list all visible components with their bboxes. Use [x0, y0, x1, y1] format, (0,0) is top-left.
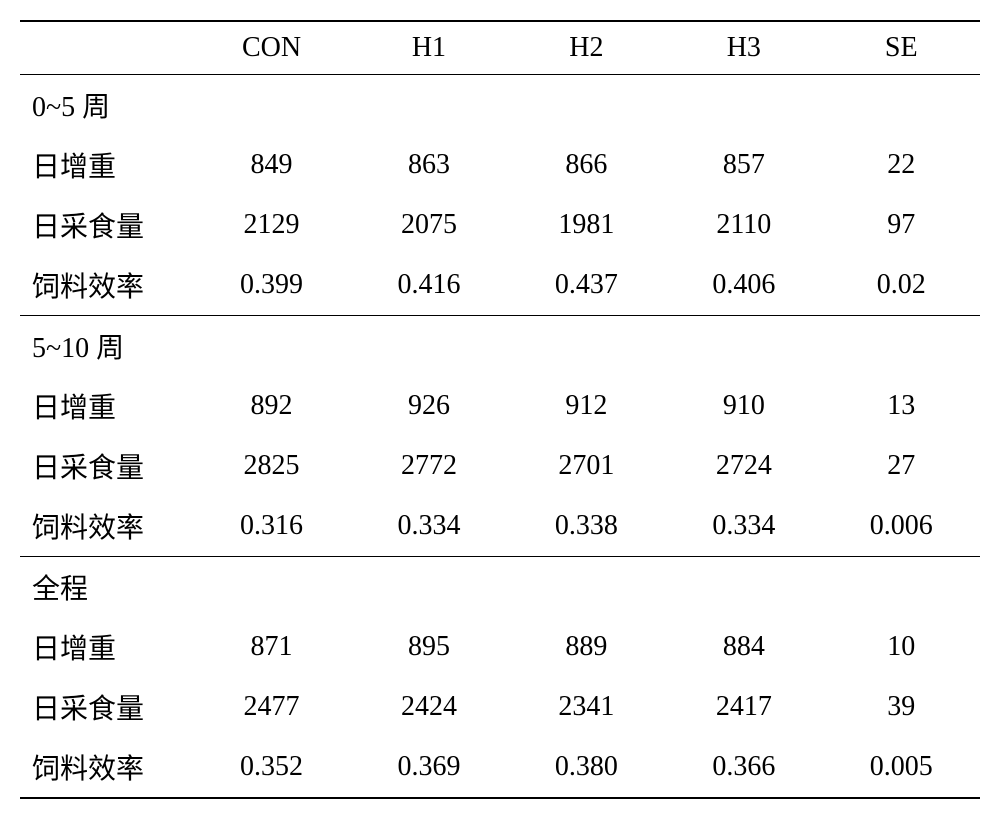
cell: 2075: [350, 195, 507, 255]
cell: 0.399: [193, 255, 350, 316]
header-h1: H1: [350, 21, 507, 75]
table-row: 日增重 892 926 912 910 13: [20, 376, 980, 436]
table-row: 饲料效率 0.399 0.416 0.437 0.406 0.02: [20, 255, 980, 316]
table-row: 日采食量 2825 2772 2701 2724 27: [20, 436, 980, 496]
section-heading-row: 0~5 周: [20, 75, 980, 136]
cell: 13: [823, 376, 980, 436]
row-label: 日采食量: [20, 436, 193, 496]
cell: 2110: [665, 195, 822, 255]
header-se: SE: [823, 21, 980, 75]
cell: 857: [665, 135, 822, 195]
cell: 926: [350, 376, 507, 436]
cell: 2129: [193, 195, 350, 255]
cell: 892: [193, 376, 350, 436]
data-table: CON H1 H2 H3 SE 0~5 周 日增重 849 863 866 85…: [20, 20, 980, 799]
row-label: 日增重: [20, 376, 193, 436]
cell: 2477: [193, 677, 350, 737]
cell: 912: [508, 376, 665, 436]
row-label: 饲料效率: [20, 255, 193, 316]
cell: 889: [508, 617, 665, 677]
cell: 0.02: [823, 255, 980, 316]
cell: 0.316: [193, 496, 350, 557]
cell: 2701: [508, 436, 665, 496]
header-h3: H3: [665, 21, 822, 75]
header-h2: H2: [508, 21, 665, 75]
cell: 22: [823, 135, 980, 195]
table-row: 饲料效率 0.316 0.334 0.338 0.334 0.006: [20, 496, 980, 557]
cell: 0.416: [350, 255, 507, 316]
header-blank: [20, 21, 193, 75]
cell: 2772: [350, 436, 507, 496]
cell: 10: [823, 617, 980, 677]
row-label: 日增重: [20, 617, 193, 677]
section-heading: 全程: [20, 557, 980, 618]
cell: 0.005: [823, 737, 980, 798]
table-row: 日增重 871 895 889 884 10: [20, 617, 980, 677]
cell: 895: [350, 617, 507, 677]
cell: 0.334: [350, 496, 507, 557]
cell: 97: [823, 195, 980, 255]
cell: 2724: [665, 436, 822, 496]
section-heading-row: 全程: [20, 557, 980, 618]
cell: 0.338: [508, 496, 665, 557]
cell: 2417: [665, 677, 822, 737]
table-row: 日增重 849 863 866 857 22: [20, 135, 980, 195]
row-label: 饲料效率: [20, 496, 193, 557]
header-con: CON: [193, 21, 350, 75]
cell: 1981: [508, 195, 665, 255]
table-row: 日采食量 2129 2075 1981 2110 97: [20, 195, 980, 255]
cell: 0.334: [665, 496, 822, 557]
cell: 849: [193, 135, 350, 195]
cell: 0.369: [350, 737, 507, 798]
cell: 910: [665, 376, 822, 436]
row-label: 日采食量: [20, 677, 193, 737]
section-heading: 5~10 周: [20, 316, 980, 377]
section-heading: 0~5 周: [20, 75, 980, 136]
row-label: 饲料效率: [20, 737, 193, 798]
cell: 0.406: [665, 255, 822, 316]
data-table-container: CON H1 H2 H3 SE 0~5 周 日增重 849 863 866 85…: [20, 20, 980, 799]
cell: 0.380: [508, 737, 665, 798]
cell: 871: [193, 617, 350, 677]
row-label: 日采食量: [20, 195, 193, 255]
cell: 39: [823, 677, 980, 737]
cell: 2341: [508, 677, 665, 737]
table-row: 日采食量 2477 2424 2341 2417 39: [20, 677, 980, 737]
row-label: 日增重: [20, 135, 193, 195]
cell: 0.366: [665, 737, 822, 798]
cell: 0.437: [508, 255, 665, 316]
table-header-row: CON H1 H2 H3 SE: [20, 21, 980, 75]
table-row: 饲料效率 0.352 0.369 0.380 0.366 0.005: [20, 737, 980, 798]
cell: 0.006: [823, 496, 980, 557]
cell: 27: [823, 436, 980, 496]
cell: 0.352: [193, 737, 350, 798]
section-heading-row: 5~10 周: [20, 316, 980, 377]
cell: 884: [665, 617, 822, 677]
cell: 2825: [193, 436, 350, 496]
cell: 866: [508, 135, 665, 195]
cell: 863: [350, 135, 507, 195]
cell: 2424: [350, 677, 507, 737]
